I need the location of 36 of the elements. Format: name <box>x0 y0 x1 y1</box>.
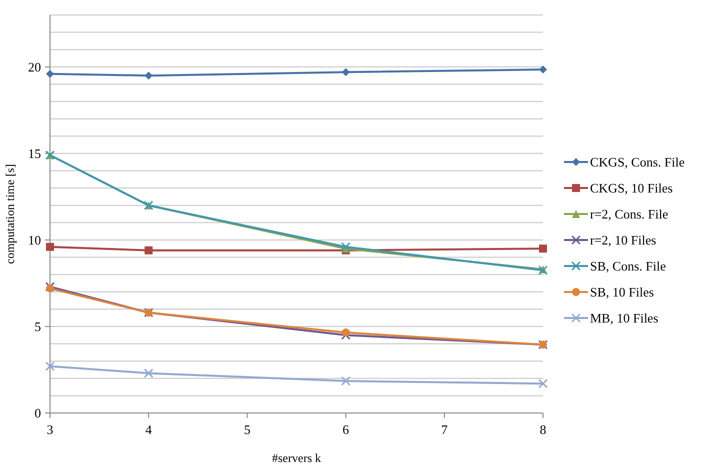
point <box>539 66 547 74</box>
x-tick-label: 4 <box>145 422 152 437</box>
point <box>539 244 547 253</box>
x-tick-label: 7 <box>441 422 448 437</box>
y-axis-title: computation time [s] <box>3 164 17 264</box>
point <box>46 242 54 251</box>
point <box>341 242 351 252</box>
x-tick-label: 5 <box>244 422 250 437</box>
legend-label: r=2, 10 Files <box>590 232 656 248</box>
y-tick-label: 15 <box>28 146 41 161</box>
x-axis-title: #servers k <box>272 451 321 465</box>
point <box>342 68 350 76</box>
point <box>341 376 351 386</box>
legend-label: MB, 10 Files <box>590 310 658 326</box>
point <box>144 72 153 80</box>
x-tick-label: 6 <box>342 422 350 437</box>
legend-label: SB, Cons. File <box>590 258 666 274</box>
y-tick-label: 0 <box>34 406 41 421</box>
legend-label: r=2, Cons. File <box>590 206 668 222</box>
point <box>341 330 351 340</box>
point <box>144 368 154 378</box>
point <box>144 246 153 254</box>
x-tick-label: 3 <box>46 422 54 437</box>
point <box>46 70 54 78</box>
y-tick-label: 20 <box>28 59 41 74</box>
legend-label: SB, 10 Files <box>590 284 654 300</box>
legend-label: CKGS, 10 Files <box>590 180 673 196</box>
y-tick-label: 10 <box>28 232 41 248</box>
x-tick-label: 8 <box>540 422 546 437</box>
point <box>45 362 55 372</box>
point <box>45 282 55 292</box>
point <box>342 328 350 337</box>
point <box>538 378 548 388</box>
y-tick-label: 5 <box>34 319 41 334</box>
legend-label: CKGS, Cons. File <box>590 154 685 170</box>
point <box>46 284 54 292</box>
